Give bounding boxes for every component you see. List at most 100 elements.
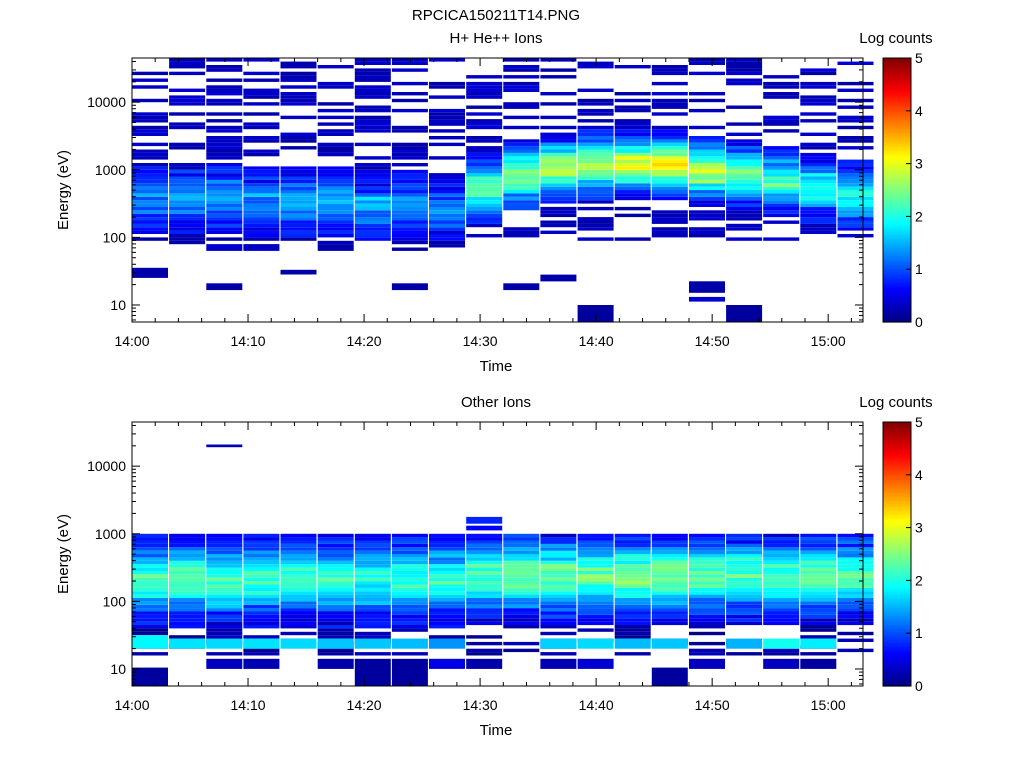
heatmap-cell (503, 179, 540, 184)
heatmap-cell (429, 554, 465, 558)
heatmap-cell (763, 115, 800, 120)
x-axis-label: Time (480, 358, 513, 375)
heatmap-cell (206, 625, 243, 629)
heatmap-cell (206, 587, 243, 592)
colorbar-swatch (883, 635, 911, 639)
heatmap-cell (503, 283, 540, 291)
heatmap-cell (169, 533, 206, 538)
heatmap-cell (689, 648, 725, 653)
heatmap-cell (726, 146, 763, 150)
heatmap-cell (763, 179, 800, 184)
colorbar-swatch (883, 525, 911, 529)
heatmap-cell (800, 550, 837, 555)
colorbar-swatch (883, 86, 911, 90)
heatmap-cell (317, 122, 354, 126)
heatmap-cell (354, 58, 391, 62)
heatmap-cell (243, 237, 280, 241)
heatmap-cell (503, 584, 540, 588)
heatmap-cell (466, 159, 503, 163)
heatmap-cell (689, 163, 725, 167)
heatmap-cell (391, 614, 428, 619)
heatmap-cell (354, 574, 391, 578)
heatmap-cell (800, 598, 837, 602)
heatmap-cell (317, 234, 354, 238)
heatmap-cell (132, 621, 168, 626)
heatmap-cell (429, 108, 465, 113)
heatmap-cell (391, 234, 428, 238)
heatmap-cell (726, 159, 763, 163)
heatmap-cell (354, 196, 391, 201)
heatmap-cell (503, 570, 540, 575)
heatmap-cell (280, 584, 317, 588)
heatmap-cell (763, 193, 800, 197)
heatmap-cell (132, 584, 168, 588)
heatmap-cell (726, 557, 763, 561)
heatmap-cell (429, 543, 465, 548)
colorbar-swatch (883, 249, 911, 253)
heatmap-cell (614, 186, 651, 191)
heatmap-cell (577, 564, 614, 568)
colorbar-swatch (883, 490, 911, 493)
heatmap-cell (726, 142, 763, 147)
heatmap-cell (726, 611, 763, 615)
heatmap-cell (206, 614, 243, 619)
colorbar-swatch (883, 284, 911, 288)
colorbar-swatch (883, 620, 911, 623)
heatmap-cell (466, 152, 503, 157)
heatmap-cell (169, 210, 206, 214)
heatmap-cell (503, 581, 540, 585)
heatmap-cell (614, 567, 651, 571)
heatmap-cell (651, 621, 688, 626)
heatmap-cell (243, 537, 280, 541)
colorbar-swatch (883, 512, 911, 515)
heatmap-cell (689, 611, 725, 615)
heatmap-cell (354, 237, 391, 241)
colorbar-swatch (883, 64, 911, 68)
heatmap-cell (466, 594, 503, 598)
heatmap-cell (577, 537, 614, 541)
heatmap-cell (689, 71, 725, 76)
heatmap-cell (429, 550, 465, 555)
heatmap-cell (243, 564, 280, 568)
heatmap-cell (800, 200, 837, 204)
heatmap-cell (837, 554, 874, 558)
colorbar-swatch (883, 494, 911, 498)
heatmap-cell (280, 95, 317, 99)
heatmap-cell (837, 186, 874, 191)
heatmap-cell (169, 217, 206, 221)
heatmap-cell (466, 591, 503, 595)
heatmap-cell (429, 156, 465, 160)
heatmap-cell (763, 658, 800, 669)
heatmap-cell (466, 570, 503, 575)
heatmap-cell (317, 560, 354, 565)
colorbar-swatch (883, 267, 911, 270)
heatmap-cell (280, 611, 317, 615)
heatmap-cell (651, 210, 688, 214)
heatmap-cell (503, 176, 540, 180)
heatmap-cell (689, 574, 725, 578)
x-tick-label: 14:20 (347, 333, 382, 349)
heatmap-cell (169, 71, 206, 76)
heatmap-cell (391, 200, 428, 204)
colorbar-swatch (883, 477, 911, 480)
heatmap-cell (354, 554, 391, 558)
heatmap-cell (503, 139, 540, 143)
heatmap-cell (466, 598, 503, 602)
heatmap-cell (577, 237, 614, 241)
heatmap-cell (429, 119, 465, 123)
heatmap-cell (280, 173, 317, 177)
colorbar-tick-label: 1 (915, 261, 923, 277)
heatmap-cell (169, 611, 206, 615)
heatmap-cell (169, 560, 206, 565)
heatmap-cell (466, 163, 503, 167)
heatmap-cell (391, 537, 428, 541)
heatmap-cell (206, 638, 243, 649)
heatmap-cell (503, 65, 540, 69)
heatmap-cell (577, 129, 614, 133)
heatmap-cell (169, 587, 206, 592)
heatmap-cell (540, 611, 577, 615)
heatmap-cell (169, 173, 206, 177)
colorbar-tick-label: 3 (915, 156, 923, 172)
heatmap-cell (280, 614, 317, 619)
heatmap-cell (651, 163, 688, 167)
